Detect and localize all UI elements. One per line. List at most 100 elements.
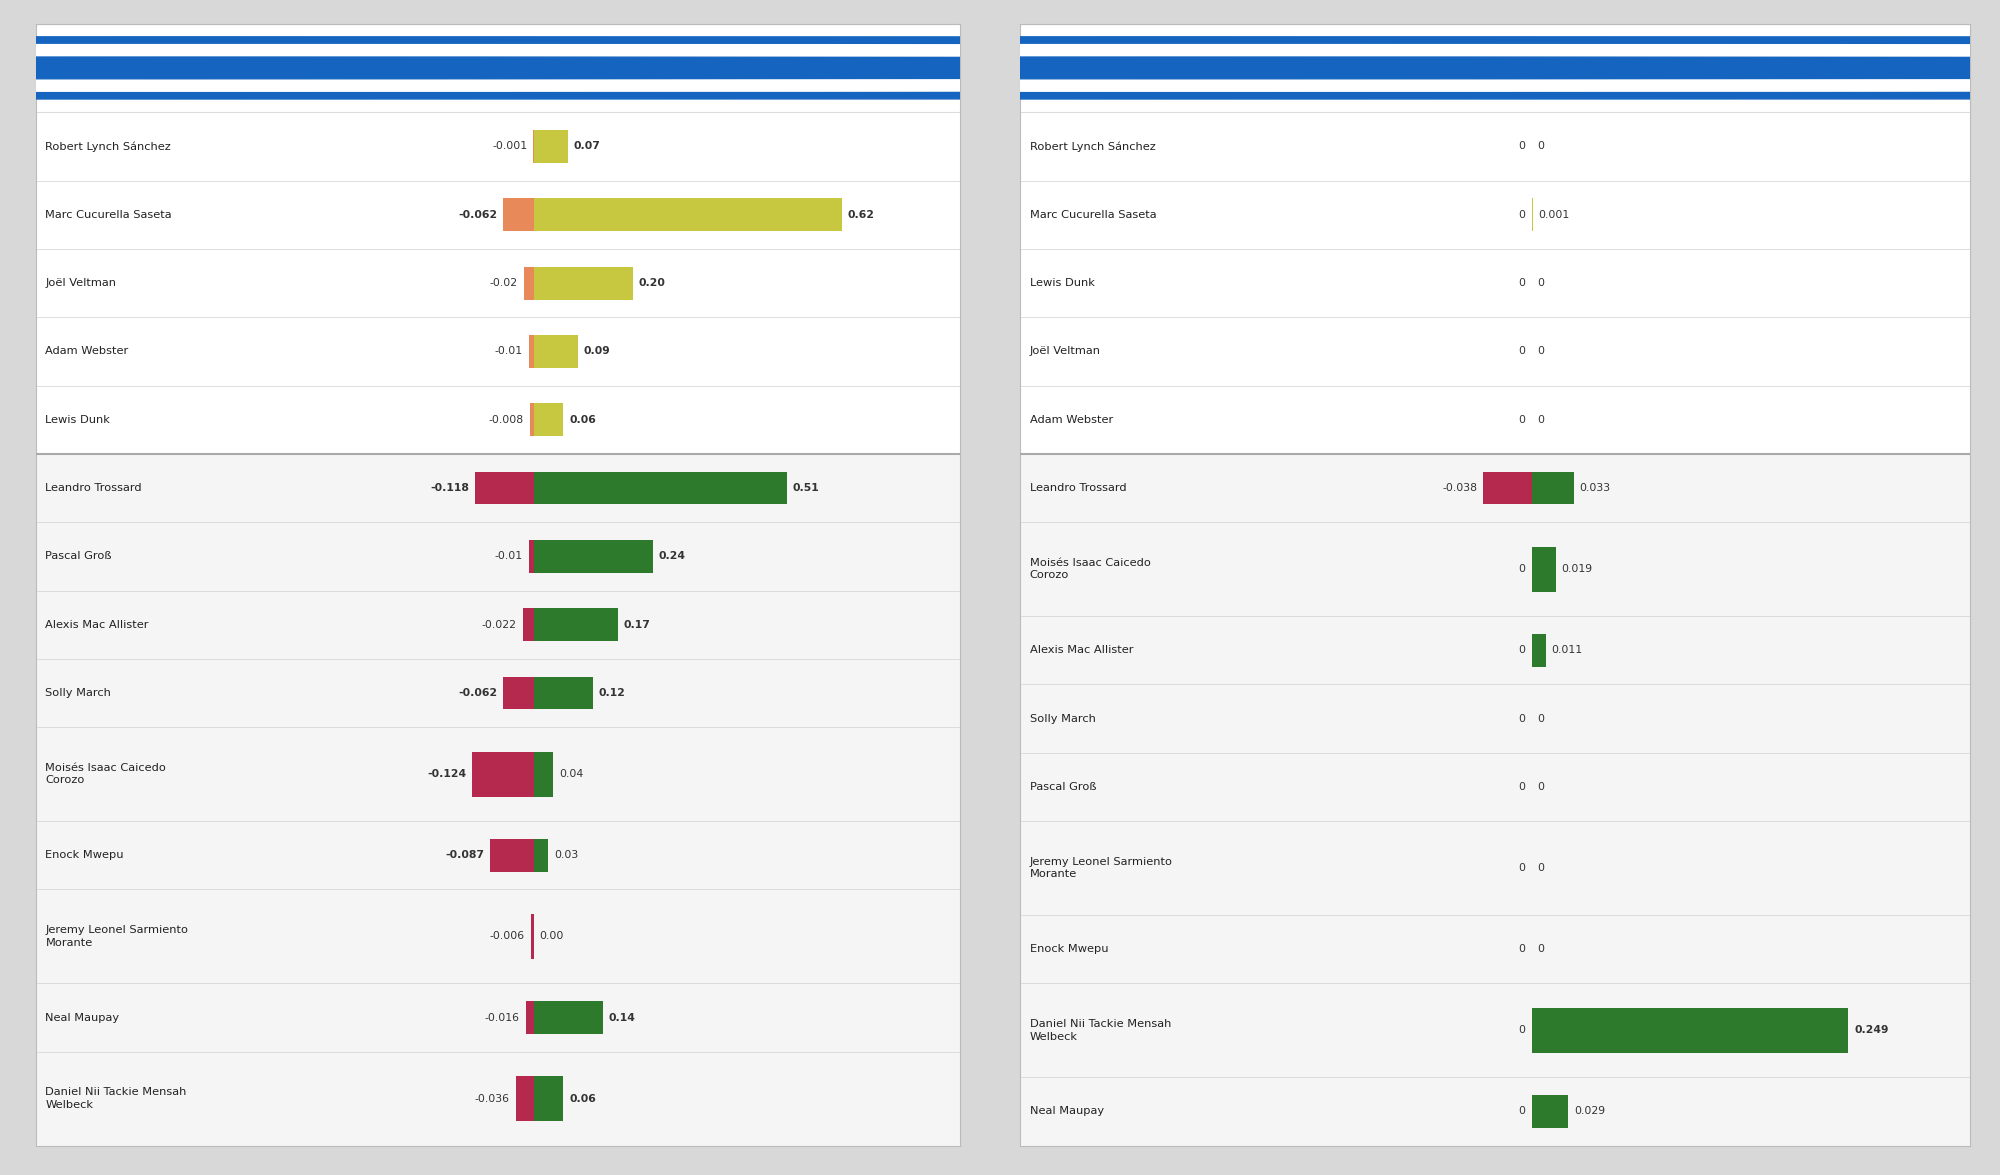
Text: 0.51: 0.51 bbox=[792, 483, 820, 493]
Bar bbox=[1532, 546, 1556, 592]
Bar bbox=[534, 752, 554, 797]
Text: Lewis Dunk: Lewis Dunk bbox=[1030, 278, 1094, 288]
Text: 0: 0 bbox=[1518, 210, 1526, 220]
Bar bbox=[528, 335, 534, 368]
Text: 0: 0 bbox=[1518, 347, 1526, 356]
Text: Pascal Groß: Pascal Groß bbox=[1030, 781, 1096, 792]
Text: 0.00: 0.00 bbox=[540, 932, 564, 941]
Text: -0.022: -0.022 bbox=[482, 619, 516, 630]
Text: Robert Lynch Sánchez: Robert Lynch Sánchez bbox=[46, 141, 172, 152]
Circle shape bbox=[0, 36, 2000, 99]
Circle shape bbox=[0, 45, 2000, 92]
Bar bbox=[1020, 249, 1970, 317]
Text: 0.17: 0.17 bbox=[624, 619, 650, 630]
Bar bbox=[534, 130, 568, 163]
Text: -0.01: -0.01 bbox=[494, 347, 522, 356]
Circle shape bbox=[0, 58, 2000, 79]
Text: 0.029: 0.029 bbox=[1574, 1107, 1606, 1116]
Bar bbox=[1020, 753, 1970, 821]
Bar bbox=[36, 454, 960, 522]
Text: 0: 0 bbox=[1518, 564, 1526, 575]
Bar bbox=[522, 609, 534, 642]
Text: 0.20: 0.20 bbox=[638, 278, 666, 288]
Text: Adam Webster: Adam Webster bbox=[1030, 415, 1112, 424]
Text: Alexis Mac Allister: Alexis Mac Allister bbox=[1030, 645, 1134, 656]
Text: Joël Veltman: Joël Veltman bbox=[1030, 347, 1100, 356]
Bar bbox=[534, 677, 594, 710]
Bar bbox=[36, 659, 960, 727]
Text: 0: 0 bbox=[1518, 278, 1526, 288]
Text: 0.24: 0.24 bbox=[658, 551, 686, 562]
Bar bbox=[534, 609, 618, 642]
Bar bbox=[474, 471, 534, 504]
Text: 0.249: 0.249 bbox=[1854, 1026, 1888, 1035]
Text: 0.03: 0.03 bbox=[554, 851, 578, 860]
Text: 0: 0 bbox=[1518, 945, 1526, 954]
Bar bbox=[1020, 915, 1970, 983]
Circle shape bbox=[0, 36, 2000, 99]
Text: Leandro Trossard: Leandro Trossard bbox=[46, 483, 142, 493]
Bar bbox=[1020, 181, 1970, 249]
Bar bbox=[1484, 471, 1532, 504]
Text: Joël Veltman: Joël Veltman bbox=[46, 278, 116, 288]
Bar bbox=[534, 335, 578, 368]
Bar bbox=[1020, 385, 1970, 454]
Text: 0: 0 bbox=[1538, 781, 1544, 792]
Bar bbox=[534, 540, 652, 572]
Text: 0.12: 0.12 bbox=[598, 689, 626, 698]
Text: 0: 0 bbox=[1538, 864, 1544, 873]
Text: 0.06: 0.06 bbox=[570, 1094, 596, 1103]
Circle shape bbox=[0, 58, 2000, 79]
Text: 0: 0 bbox=[1518, 1026, 1526, 1035]
Text: 0.04: 0.04 bbox=[560, 770, 584, 779]
Bar bbox=[36, 522, 960, 591]
Text: Jeremy Leonel Sarmiento
Morante: Jeremy Leonel Sarmiento Morante bbox=[1030, 857, 1172, 879]
Text: Enock Mwepu: Enock Mwepu bbox=[46, 851, 124, 860]
Bar bbox=[534, 839, 548, 872]
Bar bbox=[534, 1076, 564, 1121]
Bar bbox=[530, 914, 534, 959]
Text: 0: 0 bbox=[1518, 415, 1526, 424]
Bar bbox=[36, 591, 960, 659]
Text: Neal Maupay: Neal Maupay bbox=[1030, 1107, 1104, 1116]
Text: Moisés Isaac Caicedo
Corozo: Moisés Isaac Caicedo Corozo bbox=[1030, 558, 1150, 580]
Bar bbox=[36, 385, 960, 454]
Bar bbox=[1020, 522, 1970, 616]
Text: -0.062: -0.062 bbox=[458, 689, 498, 698]
Text: Robert Lynch Sánchez: Robert Lynch Sánchez bbox=[1030, 141, 1156, 152]
Text: -0.008: -0.008 bbox=[488, 415, 524, 424]
Text: -0.118: -0.118 bbox=[430, 483, 470, 493]
Text: 0: 0 bbox=[1538, 415, 1544, 424]
Text: 0: 0 bbox=[1518, 864, 1526, 873]
Text: -0.01: -0.01 bbox=[494, 551, 522, 562]
Text: 0.019: 0.019 bbox=[1562, 564, 1592, 575]
Bar bbox=[528, 540, 534, 572]
Bar bbox=[36, 889, 960, 983]
Text: Marc Cucurella Saseta: Marc Cucurella Saseta bbox=[1030, 210, 1156, 220]
Bar bbox=[1532, 634, 1546, 666]
Bar bbox=[1020, 616, 1970, 685]
Bar bbox=[1020, 1077, 1970, 1146]
Text: -0.036: -0.036 bbox=[474, 1094, 510, 1103]
Text: -0.016: -0.016 bbox=[484, 1013, 520, 1022]
Text: 0.14: 0.14 bbox=[608, 1013, 636, 1022]
Text: 0.033: 0.033 bbox=[1580, 483, 1610, 493]
Text: 0: 0 bbox=[1518, 781, 1526, 792]
Bar bbox=[1020, 113, 1970, 181]
Bar bbox=[36, 983, 960, 1052]
Text: 0: 0 bbox=[1538, 141, 1544, 152]
Text: 0: 0 bbox=[1518, 141, 1526, 152]
Bar bbox=[1020, 685, 1970, 753]
Text: 0.62: 0.62 bbox=[848, 210, 874, 220]
Bar bbox=[1532, 1008, 1848, 1053]
Text: 0.09: 0.09 bbox=[584, 347, 610, 356]
Bar bbox=[516, 1076, 534, 1121]
Bar bbox=[534, 267, 632, 300]
Bar bbox=[36, 249, 960, 317]
Text: 0: 0 bbox=[1538, 945, 1544, 954]
Bar bbox=[534, 199, 842, 231]
Bar bbox=[524, 267, 534, 300]
Text: 0.07: 0.07 bbox=[574, 141, 600, 152]
Text: Jeremy Leonel Sarmiento
Morante: Jeremy Leonel Sarmiento Morante bbox=[46, 925, 188, 947]
Text: xT from Passes: xT from Passes bbox=[46, 59, 198, 76]
